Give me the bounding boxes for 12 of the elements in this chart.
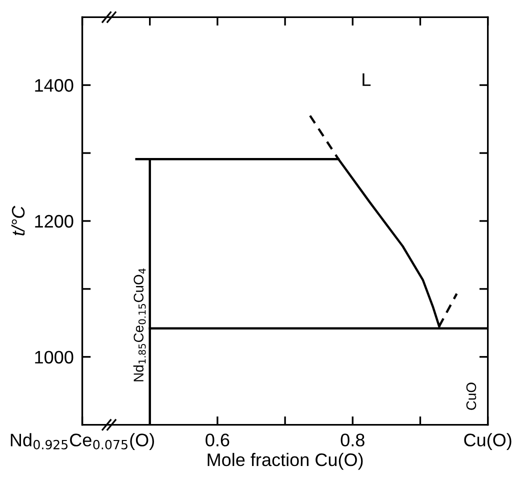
x-tick-label: Nd$_{0.925}$Ce$_{0.075}$(O) xyxy=(10,433,154,450)
y-tick-label: 1000 xyxy=(35,350,74,364)
x-axis-title: Mole fraction Cu(O) xyxy=(208,452,363,470)
y-tick-label: 1200 xyxy=(35,214,74,228)
x-tick-label: 0.8 xyxy=(340,434,364,446)
y-axis-title: t/°C xyxy=(11,206,25,236)
x-tick-label: Cu(O) xyxy=(464,433,512,450)
annotation: Nd$_{1.85}$Ce$_{0.15}$CuO$_{4}$ xyxy=(133,268,146,382)
annotation: CuO xyxy=(466,382,476,410)
annotation: L xyxy=(362,73,371,86)
y-tick-label: 1400 xyxy=(35,79,74,92)
x-tick-label: 0.6 xyxy=(206,434,230,446)
